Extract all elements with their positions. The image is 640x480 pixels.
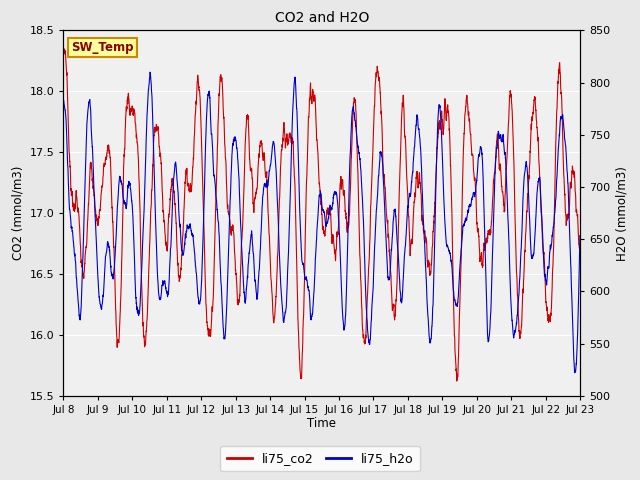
li75_co2: [149, 156, 157, 161]
li75_co2: [566, 180, 574, 185]
li75_co2: [577, 246, 584, 252]
li75_co2: [60, 46, 67, 52]
Text: SW_Temp: SW_Temp: [71, 41, 134, 54]
Title: CO2 and H2O: CO2 and H2O: [275, 11, 369, 25]
li75_h2o: [149, 133, 157, 139]
li75_co2: [258, 140, 266, 146]
li75_co2: [118, 224, 126, 229]
li75_h2o: [571, 370, 579, 376]
Line: li75_co2: li75_co2: [63, 48, 580, 381]
li75_h2o: [147, 69, 154, 75]
Y-axis label: H2O (mmol/m3): H2O (mmol/m3): [616, 166, 629, 261]
Line: li75_h2o: li75_h2o: [63, 72, 580, 373]
li75_co2: [453, 378, 461, 384]
li75_co2: [280, 125, 288, 131]
li75_h2o: [60, 98, 67, 104]
li75_h2o: [577, 233, 584, 239]
li75_h2o: [258, 211, 266, 216]
li75_h2o: [511, 331, 518, 337]
li75_h2o: [280, 316, 288, 322]
Y-axis label: CO2 (mmol/m3): CO2 (mmol/m3): [11, 166, 24, 260]
X-axis label: Time: Time: [307, 418, 336, 431]
Legend: li75_co2, li75_h2o: li75_co2, li75_h2o: [220, 446, 420, 471]
li75_h2o: [118, 185, 126, 191]
li75_co2: [60, 46, 68, 51]
li75_co2: [511, 197, 518, 203]
li75_h2o: [566, 247, 574, 253]
